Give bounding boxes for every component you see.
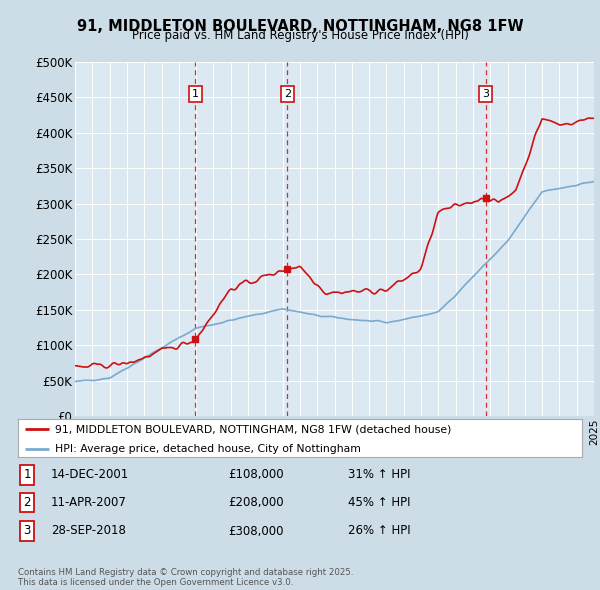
Text: 28-SEP-2018: 28-SEP-2018 — [51, 525, 126, 537]
Text: 1: 1 — [23, 468, 31, 481]
Text: 3: 3 — [482, 89, 489, 99]
Text: 11-APR-2007: 11-APR-2007 — [51, 496, 127, 509]
Text: £308,000: £308,000 — [228, 525, 284, 537]
Text: Contains HM Land Registry data © Crown copyright and database right 2025.
This d: Contains HM Land Registry data © Crown c… — [18, 568, 353, 587]
Text: HPI: Average price, detached house, City of Nottingham: HPI: Average price, detached house, City… — [55, 444, 361, 454]
Text: 91, MIDDLETON BOULEVARD, NOTTINGHAM, NG8 1FW (detached house): 91, MIDDLETON BOULEVARD, NOTTINGHAM, NG8… — [55, 424, 451, 434]
Text: £108,000: £108,000 — [228, 468, 284, 481]
Text: 26% ↑ HPI: 26% ↑ HPI — [348, 525, 410, 537]
Text: 14-DEC-2001: 14-DEC-2001 — [51, 468, 129, 481]
Text: 31% ↑ HPI: 31% ↑ HPI — [348, 468, 410, 481]
Text: £208,000: £208,000 — [228, 496, 284, 509]
Text: 1: 1 — [192, 89, 199, 99]
Text: 3: 3 — [23, 525, 31, 537]
Text: 91, MIDDLETON BOULEVARD, NOTTINGHAM, NG8 1FW: 91, MIDDLETON BOULEVARD, NOTTINGHAM, NG8… — [77, 19, 523, 34]
Text: 2: 2 — [284, 89, 291, 99]
Text: 45% ↑ HPI: 45% ↑ HPI — [348, 496, 410, 509]
Text: 2: 2 — [23, 496, 31, 509]
Text: Price paid vs. HM Land Registry's House Price Index (HPI): Price paid vs. HM Land Registry's House … — [131, 30, 469, 42]
